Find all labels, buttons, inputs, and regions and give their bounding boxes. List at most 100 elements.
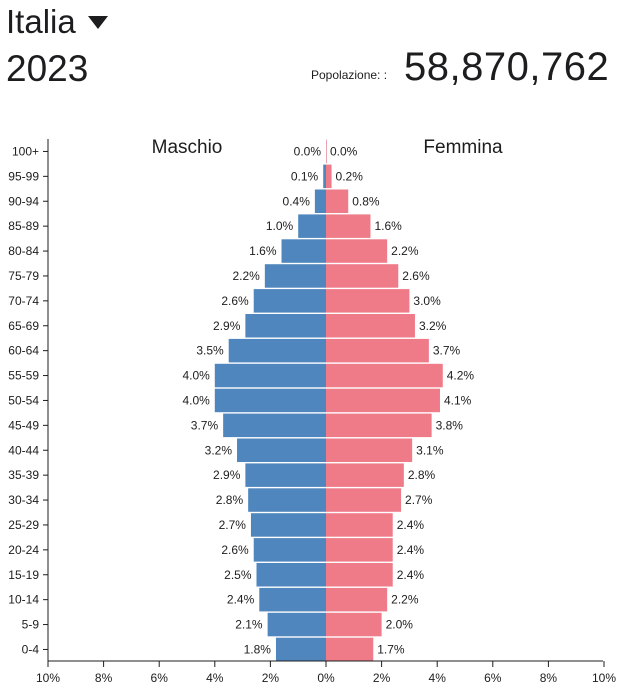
bar-female [326, 289, 410, 313]
y-tick-label: 25-29 [8, 518, 39, 532]
bar-male [264, 264, 326, 288]
data-label-female: 3.1% [416, 443, 444, 457]
data-label-male: 0.1% [291, 169, 319, 183]
y-tick-label: 80-84 [8, 244, 39, 258]
data-label-male: 0.4% [283, 194, 311, 208]
y-tick-label: 40-44 [8, 443, 39, 457]
y-tick-label: 70-74 [8, 294, 39, 308]
data-label-female: 2.7% [405, 493, 433, 507]
data-label-male: 2.1% [235, 618, 263, 632]
bar-male [323, 164, 326, 189]
bar-female [326, 314, 415, 338]
y-tick-label: 75-79 [8, 269, 39, 283]
y-tick-label: 85-89 [8, 219, 39, 233]
bar-female [326, 563, 393, 587]
bar-female [326, 388, 440, 413]
bar-male [253, 538, 326, 562]
data-label-female: 0.2% [336, 169, 364, 183]
bar-female [326, 264, 399, 288]
series-label-female: Femmina [423, 137, 503, 158]
data-label-male: 4.0% [182, 393, 210, 407]
y-tick-label: 100+ [12, 144, 39, 158]
data-label-female: 2.0% [386, 618, 414, 632]
data-label-male: 4.0% [182, 369, 210, 383]
series-label-male: Maschio [152, 137, 223, 158]
bar-female [326, 612, 382, 637]
country-selector[interactable]: Italia [6, 2, 108, 42]
bar-female [326, 413, 432, 438]
y-tick-label: 60-64 [8, 344, 39, 358]
bar-male [214, 363, 326, 388]
y-tick-label: 90-94 [8, 194, 39, 208]
data-label-female: 2.6% [402, 269, 430, 283]
y-tick-label: 0-4 [22, 642, 40, 656]
data-label-male: 1.8% [244, 642, 272, 656]
data-label-female: 0.0% [330, 144, 358, 158]
y-tick-label: 35-39 [8, 468, 39, 482]
bar-female [326, 239, 388, 263]
data-label-male: 2.7% [219, 518, 247, 532]
x-tick-label: 8% [540, 671, 558, 685]
data-label-male: 2.2% [232, 269, 260, 283]
bar-male [237, 438, 326, 462]
x-tick-label: 6% [151, 671, 169, 685]
bar-female [326, 338, 429, 363]
data-label-male: 2.6% [221, 543, 249, 557]
bar-male [245, 314, 326, 338]
bar-female [326, 139, 327, 164]
x-tick-label: 10% [592, 671, 616, 685]
bar-male [298, 214, 326, 238]
bar-female [326, 363, 443, 388]
data-label-female: 4.1% [444, 393, 472, 407]
bar-female [326, 538, 393, 562]
population-label: Popolazione: : [311, 68, 388, 82]
bar-male [267, 612, 326, 637]
x-tick-label: 4% [429, 671, 447, 685]
bar-female [326, 513, 393, 537]
data-label-male: 3.5% [196, 344, 224, 358]
y-tick-label: 10-14 [8, 593, 39, 607]
x-tick-label: 2% [262, 671, 280, 685]
bar-female [326, 164, 332, 189]
bar-male [245, 463, 326, 487]
bar-female [326, 189, 349, 213]
y-tick-label: 50-54 [8, 393, 39, 407]
bar-female [326, 463, 404, 487]
country-name: Italia [6, 3, 76, 40]
data-label-female: 3.7% [433, 344, 461, 358]
bar-male [256, 563, 326, 587]
bar-male [248, 488, 326, 512]
bar-male [223, 413, 326, 438]
bar-female [326, 214, 371, 238]
bar-male [214, 388, 326, 413]
data-label-female: 2.4% [397, 518, 425, 532]
x-tick-label: 8% [95, 671, 113, 685]
y-tick-label: 15-19 [8, 568, 39, 582]
data-label-female: 2.2% [391, 593, 419, 607]
data-label-female: 2.2% [391, 244, 419, 258]
data-label-male: 2.9% [213, 468, 241, 482]
bar-female [326, 488, 402, 512]
data-label-female: 3.8% [436, 418, 464, 432]
data-label-male: 1.0% [266, 219, 294, 233]
bar-male [259, 587, 326, 612]
data-label-female: 1.6% [374, 219, 402, 233]
x-tick-label: 2% [373, 671, 391, 685]
y-tick-label: 30-34 [8, 493, 39, 507]
caret-down-icon[interactable] [87, 15, 108, 29]
y-tick-label: 45-49 [8, 418, 39, 432]
y-tick-label: 55-59 [8, 369, 39, 383]
data-label-female: 2.8% [408, 468, 436, 482]
bar-female [326, 587, 388, 612]
bar-male [314, 189, 326, 213]
data-label-female: 4.2% [447, 369, 475, 383]
y-tick-label: 65-69 [8, 319, 39, 333]
bar-male [253, 289, 326, 313]
data-label-female: 0.8% [352, 194, 380, 208]
x-tick-label: 10% [36, 671, 60, 685]
x-tick-label: 6% [484, 671, 502, 685]
bar-male [250, 513, 326, 537]
bar-male [281, 239, 326, 263]
bar-male [228, 338, 326, 363]
